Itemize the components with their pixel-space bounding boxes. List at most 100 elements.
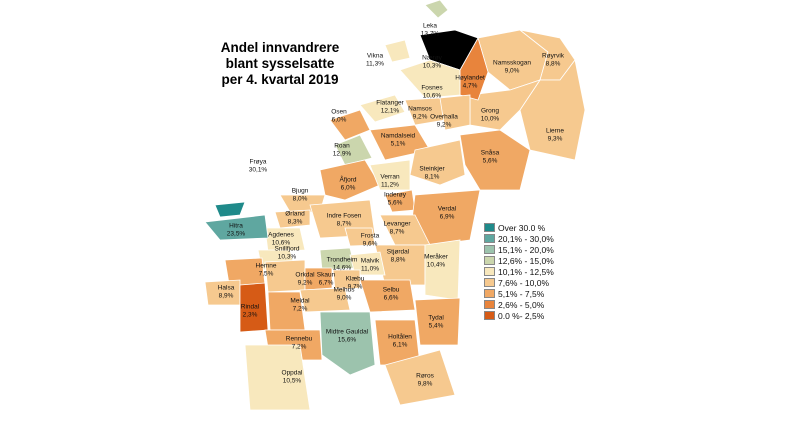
label-osen: Osen 6,0% — [331, 109, 347, 124]
municipality-value: 5,6% — [482, 157, 498, 164]
label-inderoy: Inderøy 5,6% — [384, 192, 406, 207]
label-trondheim: Trondheim 14,6% — [327, 257, 358, 272]
label-naeroy: Nærøy 10,3% — [422, 55, 442, 70]
label-selbu: Selbu 6,6% — [383, 287, 400, 302]
region-frøya-island[interactable] — [214, 201, 246, 218]
label-flatanger: Flatanger 12,1% — [376, 100, 403, 115]
region-leka[interactable] — [424, 0, 449, 19]
municipality-value: 8,7% — [389, 228, 405, 235]
region-fosnes[interactable] — [399, 59, 461, 99]
region-midtre-gauldal[interactable] — [319, 311, 376, 376]
region-afjord[interactable] — [319, 159, 381, 201]
municipality-value: 15,6% — [337, 336, 357, 343]
municipality-name: Nærøy — [422, 54, 442, 62]
label-hoylandet: Høylandet 4,7% — [455, 75, 485, 90]
region-agdenes[interactable] — [264, 227, 306, 253]
municipality-name: Leka — [422, 22, 438, 30]
label-oppdal: Oppdal 10,5% — [282, 370, 303, 385]
region-hitra-island[interactable] — [204, 214, 269, 241]
label-hemne: Hemne 7,5% — [256, 263, 277, 278]
region-malvik[interactable] — [349, 251, 386, 276]
region-tydal[interactable] — [414, 297, 461, 346]
municipality-name: Orkdal — [295, 271, 315, 279]
municipality-value: 8,3% — [287, 218, 303, 225]
region-vikna[interactable] — [384, 39, 411, 63]
municipality-name: Melhus — [333, 286, 355, 294]
municipality-name: Lierne — [545, 127, 565, 135]
municipality-name: Namsos — [408, 105, 432, 113]
label-royrvik: Røyrvik 8,8% — [542, 53, 564, 68]
region-roros[interactable] — [384, 349, 456, 406]
municipality-name: Indre Fosen — [326, 212, 362, 220]
label-orkdal: Orkdal 9,2% — [295, 272, 314, 287]
legend-swatch — [484, 278, 495, 287]
legend-item: 12,6% - 15,0% — [484, 255, 554, 266]
municipality-name: Snåsa — [480, 149, 500, 157]
municipality-name: Trondheim — [326, 256, 358, 264]
label-klaebu: Klæbu 9,7% — [346, 276, 365, 291]
label-snasa: Snåsa 5,6% — [481, 150, 499, 165]
municipality-name: Rindal — [240, 303, 260, 311]
region-lierne[interactable] — [519, 59, 586, 161]
municipality-name: Overhalla — [430, 113, 458, 121]
label-overhalla: Overhalla 9,2% — [430, 114, 458, 129]
region-flatanger[interactable] — [359, 94, 406, 123]
region-overhalla[interactable] — [439, 94, 471, 131]
label-lierne: Lierne 9,3% — [546, 128, 564, 143]
municipality-name: Ørland — [285, 210, 305, 218]
municipality-value: 9,0% — [336, 294, 352, 301]
legend-swatch — [484, 267, 495, 276]
municipality-value: 10,6% — [422, 92, 442, 99]
municipality-value: 9,8% — [417, 380, 433, 387]
municipality-value: 6,9% — [439, 213, 455, 220]
label-namsskogan: Namsskogan 9,0% — [493, 60, 531, 75]
legend-swatch — [484, 289, 495, 298]
region-steinkjer[interactable] — [409, 139, 466, 186]
municipality-value: 11,0% — [361, 265, 379, 272]
region-snasa[interactable] — [459, 129, 531, 191]
municipality-name: Flatanger — [376, 99, 404, 107]
municipality-name: Agdenes — [268, 231, 294, 239]
region-oppdal[interactable] — [244, 344, 311, 411]
region-orland[interactable] — [274, 209, 311, 229]
region-klaebu[interactable] — [332, 269, 361, 291]
municipality-value: 6,0% — [331, 116, 347, 123]
municipality-value: 9,2% — [297, 279, 313, 286]
municipality-name: Levanger — [383, 220, 411, 228]
region-selbu[interactable] — [359, 279, 416, 313]
region-naroy[interactable] — [419, 29, 479, 71]
label-meraker: Meråker 10,4% — [424, 254, 448, 269]
region-melhus[interactable] — [299, 287, 351, 313]
region-roan[interactable] — [334, 134, 373, 166]
municipality-name: Vikna — [366, 52, 384, 60]
municipality-value: 12,9% — [332, 150, 352, 157]
municipality-name: Hemne — [255, 262, 277, 270]
label-leka: Leka 13,7% — [421, 23, 439, 38]
label-frosta: Frosta 9,6% — [361, 233, 379, 248]
municipality-value: 14,6% — [332, 264, 352, 271]
legend-swatch — [484, 256, 495, 265]
municipality-name: Bjugn — [291, 187, 309, 195]
municipality-value: 30,1% — [248, 166, 268, 173]
region-meraker[interactable] — [424, 239, 461, 301]
municipality-name: Holtålen — [388, 333, 412, 341]
municipality-value: 7,2% — [292, 305, 308, 312]
municipality-name: Namsskogan — [493, 59, 531, 67]
region-skaun[interactable] — [304, 267, 333, 291]
municipality-name: Fosnes — [421, 84, 443, 92]
legend-item: 5,1% - 7,5% — [484, 288, 554, 299]
label-malvik: Malvik 11,0% — [361, 258, 379, 273]
map-title: Andel innvandrere blant sysselsatte per … — [205, 40, 355, 88]
municipality-value: 10,3% — [422, 62, 442, 69]
label-levanger: Levanger 8,7% — [383, 221, 410, 236]
legend-item: 7,6% - 10,0% — [484, 277, 554, 288]
legend-swatch — [484, 223, 495, 232]
label-snillfjord: Snillfjord 10,3% — [275, 246, 300, 261]
municipality-name: Roan — [334, 142, 350, 150]
municipality-value: 9,7% — [347, 283, 363, 290]
municipality-name: Røros — [416, 372, 434, 380]
municipality-name: Frøya — [249, 158, 267, 166]
municipality-value: 10,0% — [480, 115, 500, 122]
legend-label: 5,1% - 7,5% — [498, 288, 545, 299]
legend-item: 2,6% - 5,0% — [484, 299, 554, 310]
